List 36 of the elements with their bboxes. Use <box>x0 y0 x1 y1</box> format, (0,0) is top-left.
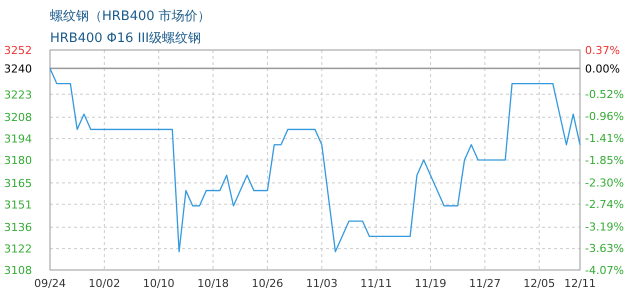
y2-tick-label: -3.19% <box>585 220 624 234</box>
x-tick-label: 10/18 <box>197 277 229 290</box>
y-tick-label: 3252 <box>4 44 32 57</box>
y2-tick-label: -0.52% <box>585 88 624 102</box>
y2-tick-label: -1.41% <box>585 132 624 146</box>
subtitle: HRB400 Φ16 III级螺纹钢 <box>50 31 202 46</box>
y-tick-label: 3240 <box>4 62 32 76</box>
x-tick-label: 11/27 <box>469 277 501 290</box>
x-tick-label: 12/11 <box>564 277 596 290</box>
y-tick-label: 3208 <box>4 111 32 124</box>
y-tick-label: 3223 <box>4 88 32 102</box>
y2-tick-label: -3.63% <box>585 242 624 256</box>
title: 螺纹钢（HRB400 市场价） <box>50 9 211 24</box>
y2-tick-label: -0.96% <box>585 110 624 123</box>
x-tick-label: 11/03 <box>306 277 338 290</box>
y-tick-label: 3136 <box>4 221 32 234</box>
x-tick-label: 10/02 <box>88 277 120 290</box>
y-tick-label: 3151 <box>4 198 32 212</box>
y-tick-label: 3194 <box>4 132 32 146</box>
x-tick-label: 11/11 <box>360 277 392 290</box>
x-tick-label: 11/19 <box>414 277 446 290</box>
x-tick-label: 09/24 <box>34 277 66 290</box>
y2-tick-label: -2.74% <box>585 198 624 212</box>
y-tick-label: 3165 <box>4 176 32 190</box>
x-tick-label: 10/26 <box>252 277 284 290</box>
y-tick-label: 3108 <box>4 264 32 277</box>
line-series <box>49 68 581 252</box>
y-tick-label: 3180 <box>4 154 32 167</box>
y-tick-label: 3122 <box>4 242 32 256</box>
y2-tick-label: 0.37% <box>585 44 620 57</box>
y2-tick-label: -2.30% <box>585 176 624 190</box>
y2-tick-label: -1.85% <box>585 154 624 167</box>
y2-tick-label: -4.07% <box>585 264 624 277</box>
x-tick-label: 10/10 <box>142 277 175 290</box>
y2-tick-label: 0.00% <box>585 62 620 76</box>
x-tick-label: 12/05 <box>523 277 556 290</box>
